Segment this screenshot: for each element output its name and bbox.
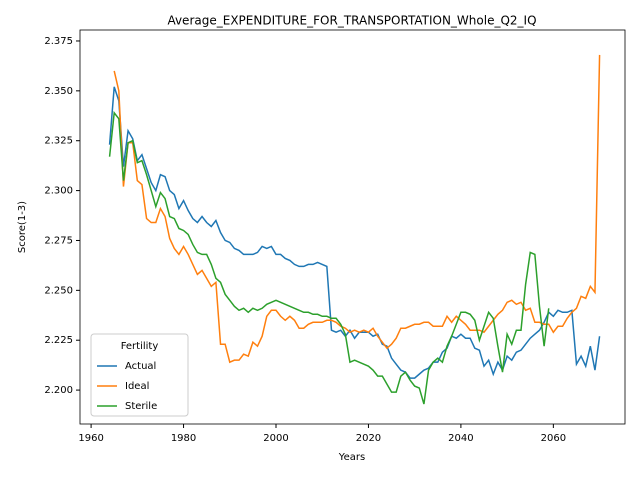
y-tick-label: 2.325 [44, 136, 73, 147]
y-axis-label: Score(1-3) [17, 201, 28, 253]
legend-box [90, 333, 189, 417]
y-tick-label: 2.200 [44, 385, 73, 396]
y-tick-label: 2.225 [44, 335, 73, 346]
y-tick-label: 2.300 [44, 186, 73, 197]
y-tick-label: 2.275 [44, 235, 73, 246]
y-tick-label: 2.350 [44, 86, 73, 97]
series-line [113, 54, 601, 364]
legend-label: Ideal [125, 381, 149, 392]
series-line [108, 86, 601, 379]
y-tick-label: 2.375 [44, 36, 73, 47]
legend-label: Sterile [125, 401, 157, 412]
x-tick-label: 2060 [541, 433, 566, 444]
y-tick-label: 2.250 [44, 285, 73, 296]
x-axis-label: Years [338, 452, 365, 463]
x-tick-label: 2020 [356, 433, 381, 444]
x-tick-label: 1960 [78, 433, 103, 444]
series-line [108, 110, 550, 405]
x-tick-label: 2000 [263, 433, 288, 444]
plot-frame [79, 29, 626, 425]
legend-title: Fertility [121, 341, 159, 352]
x-tick-label: 2040 [448, 433, 473, 444]
legend-label: Actual [125, 361, 156, 372]
legend: Fertility Actual Ideal Sterile [90, 333, 189, 417]
x-tick-label: 1980 [171, 433, 196, 444]
chart-title: Average_EXPENDITURE_FOR_TRANSPORTATION_W… [167, 14, 536, 28]
